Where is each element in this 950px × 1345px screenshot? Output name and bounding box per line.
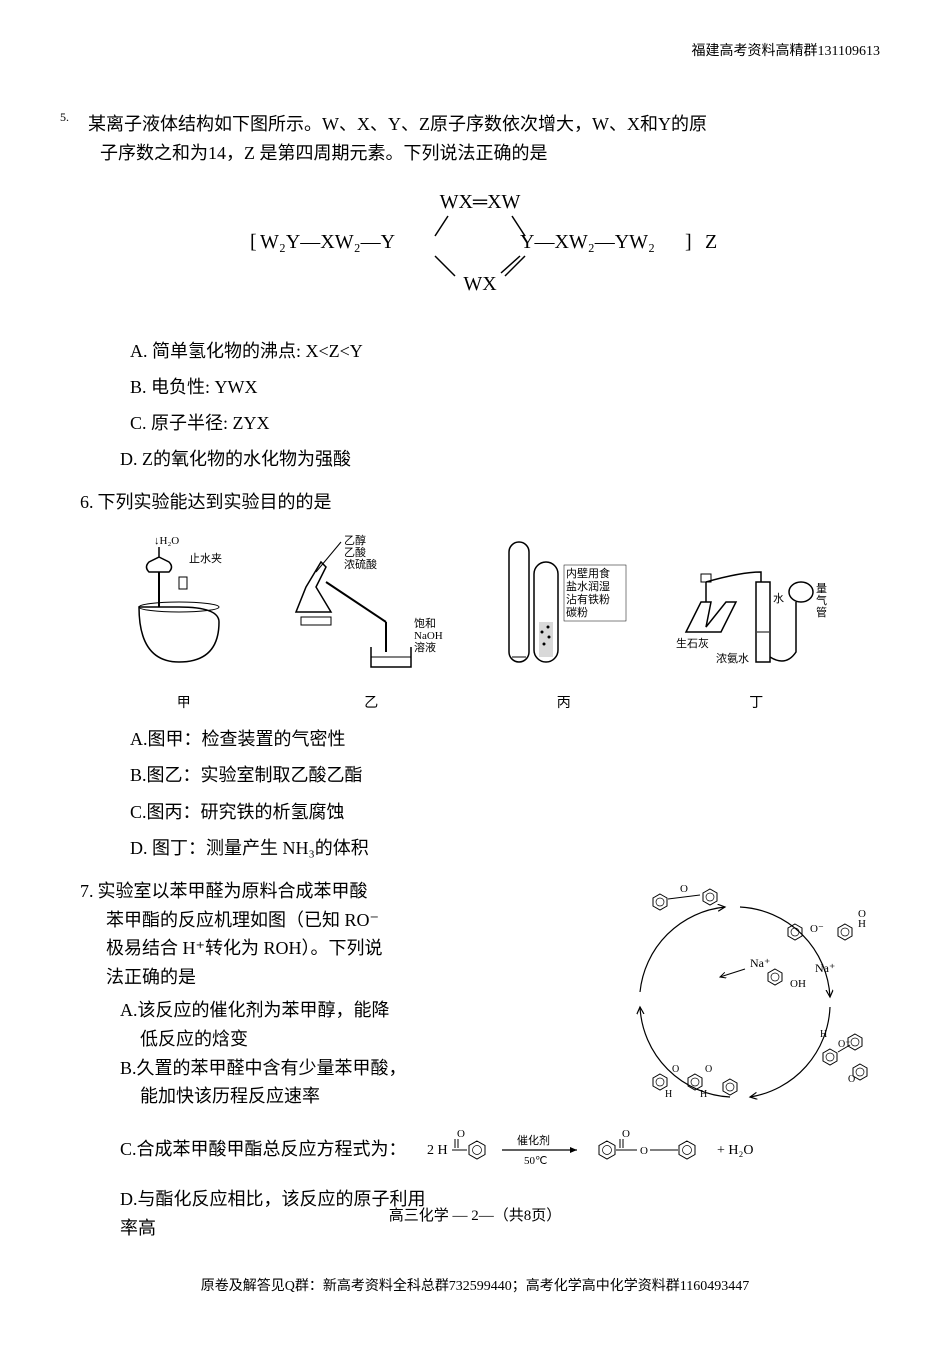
svg-text:H: H: [700, 1089, 707, 1100]
q7-equation: 2 H O 催化剂 50℃ O O +: [422, 1122, 792, 1177]
diagram-bing-label: 丙: [494, 692, 634, 712]
svg-text:盐水润湿: 盐水润湿: [566, 579, 610, 593]
q6-options: A.图甲：检查装置的气密性 B.图乙：实验室制取乙酸乙酯 C.图丙：研究铁的析氢…: [80, 722, 880, 865]
svg-text:管: 管: [816, 605, 827, 619]
diagram-yi-svg: 乙醇 乙酸 浓硫酸 饱和 NaOH 溶液: [286, 532, 456, 682]
svg-text:50℃: 50℃: [524, 1155, 547, 1167]
svg-text:O: O: [680, 883, 688, 895]
q7-option-c: C.合成苯甲酸甲酯总反应方程式为：: [80, 1135, 407, 1164]
q5-option-d: D. Z的氧化物的水化物为强酸: [120, 442, 880, 476]
page-footer-bottom: 原卷及解答见Q群：新高考资料全科总群732599440；高考化学高中化学资料群1…: [0, 1275, 950, 1295]
q7-option-b2: 能加快该历程反应速率: [80, 1082, 590, 1111]
q5-text1: 某离子液体结构如下图所示。W、X、Y、Z原子序数依次增大，W、X和Y的原: [88, 114, 707, 134]
q7-mechanism-diagram: O O⁻ H O Na⁺ OH Na⁺ O⁻ H: [600, 877, 880, 1122]
question-6: 6. 下列实验能达到实验目的的是 ↓H₂O 止水夹 甲 乙醇: [80, 488, 880, 865]
header-group-text: 福建高考资料高精群131109613: [692, 40, 880, 60]
svg-text:O: O: [672, 1064, 679, 1075]
svg-text:]: ]: [685, 231, 692, 253]
svg-text:O: O: [457, 1128, 465, 1140]
q5-option-b: B. 电负性: YWX: [130, 370, 880, 404]
svg-text:O: O: [848, 1074, 855, 1085]
q5-options: A. 简单氢化物的沸点: X<Z<Y B. 电负性: YWX C. 原子半径: …: [80, 334, 880, 477]
svg-text:O: O: [858, 908, 866, 920]
svg-text:饱和: 饱和: [414, 616, 436, 630]
svg-text:水: 水: [773, 592, 784, 605]
svg-text:气: 气: [816, 593, 827, 607]
q7-text3: 极易结合 H⁺转化为 ROH）。下列说: [80, 934, 590, 963]
q6-option-d: D. 图丁：测量产生 NH₃的体积: [130, 831, 880, 865]
equation-svg: 2 H O 催化剂 50℃ O O +: [422, 1122, 792, 1172]
diagram-yi-label: 乙: [286, 692, 456, 712]
svg-text:O⁻: O⁻: [810, 923, 824, 935]
svg-text:WX: WX: [463, 273, 497, 295]
q6-number: 6.: [80, 492, 94, 512]
svg-text:[: [: [250, 231, 257, 253]
svg-text:内壁用食: 内壁用食: [566, 566, 610, 580]
svg-text:H: H: [820, 1029, 827, 1040]
svg-text:Na⁺: Na⁺: [750, 956, 770, 970]
q6-option-a: A.图甲：检查装置的气密性: [130, 722, 880, 756]
svg-text:Na⁺: Na⁺: [815, 961, 835, 975]
svg-text:O: O: [622, 1128, 630, 1140]
diagram-bing: 内壁用食 盐水润湿 沾有铁粉 碳粉 丙: [494, 532, 634, 712]
svg-text:O: O: [705, 1064, 712, 1075]
diagram-ding-svg: 水 量 气 管 生石灰 浓氨水: [671, 532, 841, 682]
q7-option-c-row: C.合成苯甲酸甲酯总反应方程式为： 2 H O 催化剂 50℃ O O: [80, 1122, 880, 1177]
svg-text:生石灰: 生石灰: [676, 636, 709, 650]
diagram-jia-label: 甲: [119, 692, 249, 712]
question-5: 5. 某离子液体结构如下图所示。W、X、Y、Z原子序数依次增大，W、X和Y的原 …: [80, 110, 880, 476]
diagram-jia-svg: ↓H₂O 止水夹: [119, 532, 249, 682]
svg-text:浓硫酸: 浓硫酸: [344, 557, 377, 571]
q5-text2: 子序数之和为14，Z 是第四周期元素。下列说法正确的是: [80, 139, 880, 168]
svg-text:溶液: 溶液: [414, 640, 436, 654]
svg-text:NaOH: NaOH: [414, 630, 443, 642]
q7-option-a2: 低反应的焓变: [80, 1025, 590, 1054]
q7-text1: 实验室以苯甲醛为原料合成苯甲酸: [98, 881, 368, 901]
svg-text:W₂Y―XW₂―Y: W₂Y―XW₂―Y: [260, 231, 395, 253]
q5-formula: WX═XW [ W₂Y―XW₂―Y Y―XW₂―YW₂ ] Z WX: [80, 188, 880, 304]
q7-option-a1: A.该反应的催化剂为苯甲醇，能降: [80, 996, 590, 1025]
svg-text:止水夹: 止水夹: [189, 552, 222, 565]
q5-line1: 5. 某离子液体结构如下图所示。W、X、Y、Z原子序数依次增大，W、X和Y的原: [80, 110, 880, 139]
mechanism-svg: O O⁻ H O Na⁺ OH Na⁺ O⁻ H: [600, 877, 880, 1117]
svg-text:+ H₂O: + H₂O: [717, 1143, 754, 1158]
svg-text:乙醇: 乙醇: [344, 533, 366, 547]
page-footer: 高三化学 — 2—（共8页）: [0, 1204, 950, 1225]
svg-text:碳粉: 碳粉: [566, 605, 588, 619]
q7-option-b1: B.久置的苯甲醛中含有少量苯甲酸，: [80, 1054, 590, 1083]
diagram-jia: ↓H₂O 止水夹 甲: [119, 532, 249, 712]
q5-option-a: A. 简单氢化物的沸点: X<Z<Y: [130, 334, 880, 368]
svg-text:沾有铁粉: 沾有铁粉: [566, 592, 610, 606]
q7-left-column: 7. 实验室以苯甲醛为原料合成苯甲酸 苯甲酯的反应机理如图（已知 RO⁻ 极易结…: [80, 877, 600, 1111]
svg-text:催化剂: 催化剂: [517, 1133, 550, 1147]
q6-option-b: B.图乙：实验室制取乙酸乙酯: [130, 758, 880, 792]
svg-text:浓氨水: 浓氨水: [716, 652, 749, 665]
svg-text:Z: Z: [705, 231, 717, 253]
diagram-bing-svg: 内壁用食 盐水润湿 沾有铁粉 碳粉: [494, 532, 634, 682]
svg-text:2 H: 2 H: [427, 1143, 448, 1158]
q7-text4: 法正确的是: [80, 963, 590, 992]
q7-text2: 苯甲酯的反应机理如图（已知 RO⁻: [80, 906, 590, 935]
q7-number: 7.: [80, 881, 94, 901]
question-7: 7. 实验室以苯甲醛为原料合成苯甲酸 苯甲酯的反应机理如图（已知 RO⁻ 极易结…: [80, 877, 880, 1243]
q6-option-c: C.图丙：研究铁的析氢腐蚀: [130, 795, 880, 829]
svg-text:H: H: [665, 1089, 672, 1100]
svg-text:Y―XW₂―YW₂: Y―XW₂―YW₂: [520, 231, 655, 253]
formula-svg: WX═XW [ W₂Y―XW₂―Y Y―XW₂―YW₂ ] Z WX: [230, 188, 730, 298]
svg-text:OH: OH: [790, 978, 806, 990]
svg-text:O: O: [640, 1145, 648, 1157]
svg-text:↓H₂O: ↓H₂O: [154, 535, 179, 547]
diagram-ding: 水 量 气 管 生石灰 浓氨水 丁: [671, 532, 841, 712]
q5-option-c: C. 原子半径: ZYX: [130, 406, 880, 440]
q6-diagrams: ↓H₂O 止水夹 甲 乙醇 乙酸 浓硫酸: [100, 532, 860, 712]
svg-text:乙酸: 乙酸: [344, 545, 366, 559]
diagram-ding-label: 丁: [671, 692, 841, 712]
q6-text: 下列实验能达到实验目的的是: [98, 492, 332, 512]
diagram-yi: 乙醇 乙酸 浓硫酸 饱和 NaOH 溶液 乙: [286, 532, 456, 712]
svg-text:量: 量: [816, 582, 827, 595]
content-area: 5. 某离子液体结构如下图所示。W、X、Y、Z原子序数依次增大，W、X和Y的原 …: [80, 110, 880, 1242]
svg-text:WX═XW: WX═XW: [440, 191, 521, 213]
